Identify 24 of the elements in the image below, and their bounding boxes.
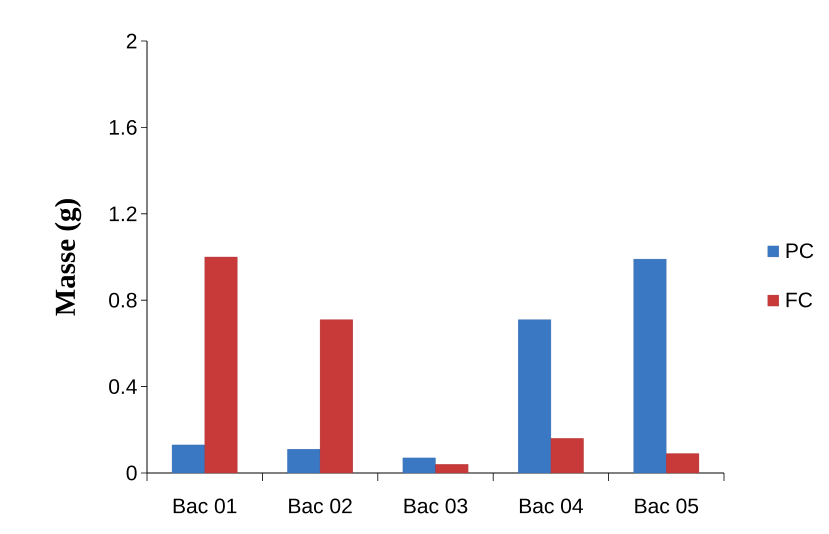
x-tick-label: Bac 02: [289, 498, 352, 514]
y-tick-label: 0: [126, 466, 137, 480]
bar: [172, 444, 205, 474]
y-tick-label: 2: [126, 34, 136, 48]
legend-label: PC: [786, 243, 814, 258]
x-tick-label: Bac 01: [174, 498, 236, 514]
x-tick-label: Bac 04: [520, 498, 583, 514]
y-tick-label: 1.2: [110, 206, 136, 222]
bar: [550, 438, 584, 474]
bar: [320, 319, 353, 474]
x-tick-label: Bac 03: [404, 498, 468, 514]
y-axis-title: Masse (g): [54, 199, 82, 316]
legend-label: FC: [786, 292, 812, 308]
bar: [204, 256, 238, 474]
bar: [402, 458, 436, 474]
y-tick-label: 0.8: [109, 292, 137, 308]
bar: [435, 464, 468, 474]
bar: [287, 449, 320, 474]
bar: [666, 453, 700, 474]
x-tick-label: Bac 05: [635, 498, 698, 514]
y-tick-label: 1.6: [110, 120, 137, 135]
bar: [518, 319, 552, 474]
y-tick-label: 0.4: [109, 379, 137, 394]
bar: [633, 258, 666, 474]
